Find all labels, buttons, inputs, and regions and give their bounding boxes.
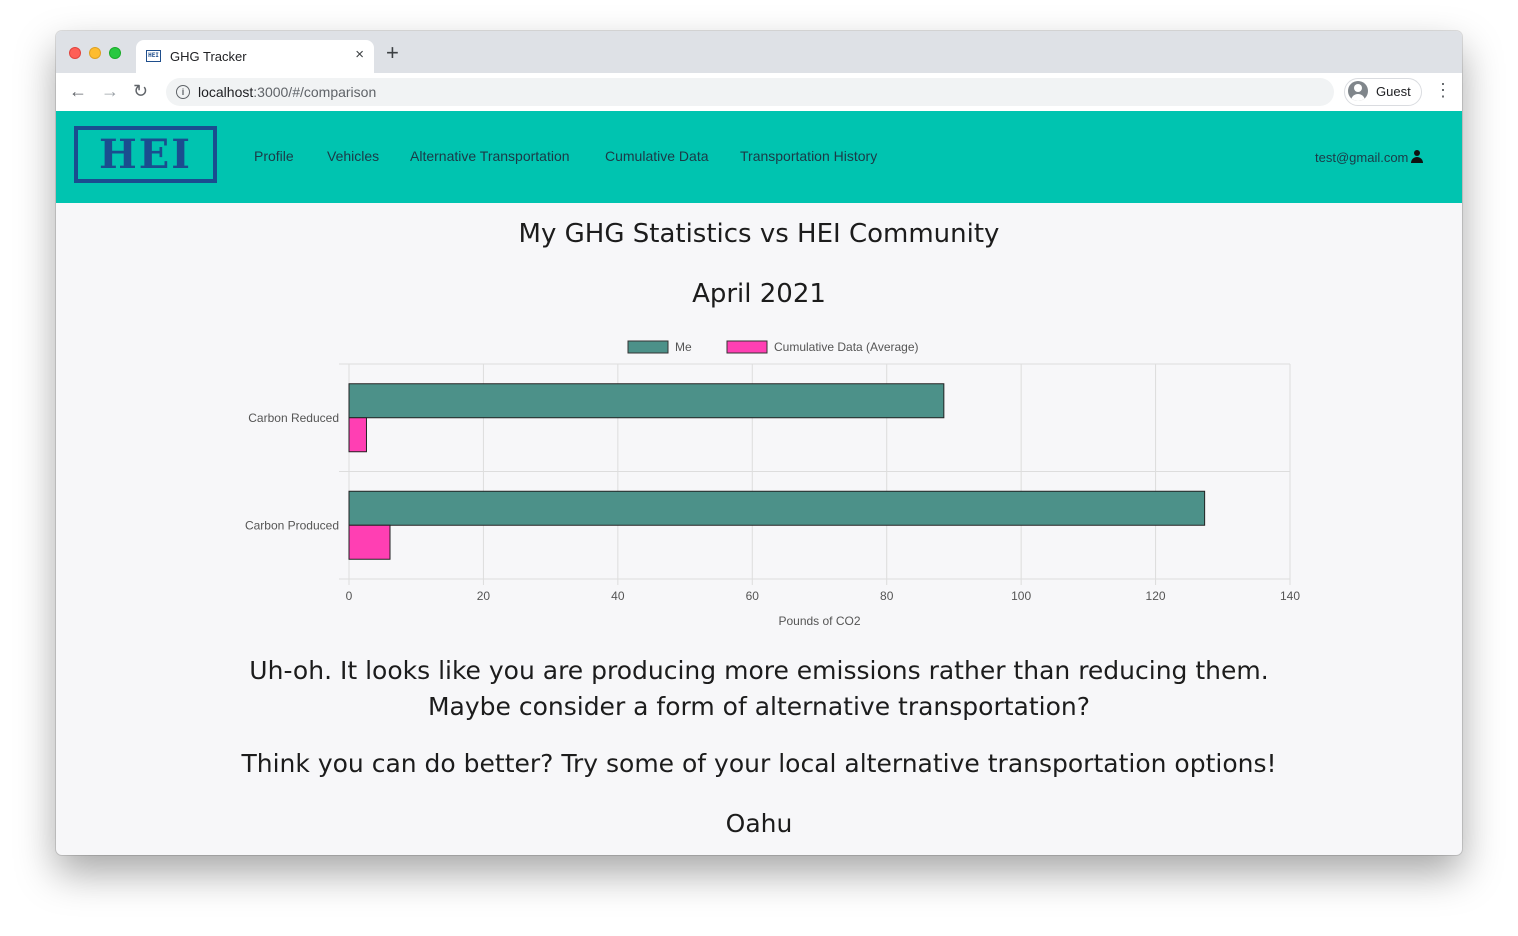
legend-swatch-1 xyxy=(726,340,768,354)
legend-label-0: Me xyxy=(675,340,692,354)
new-tab-button[interactable]: + xyxy=(386,40,399,65)
nav-link-cumulative-data[interactable]: Cumulative Data xyxy=(605,148,709,164)
page-content: My GHG Statistics vs HEI Community April… xyxy=(56,203,1462,855)
x-tick-label: 80 xyxy=(880,589,894,603)
legend-label-1: Cumulative Data (Average) xyxy=(774,340,919,354)
x-tick-label: 140 xyxy=(1280,589,1300,603)
bar-average-1 xyxy=(348,524,391,560)
guest-profile-button[interactable]: Guest xyxy=(1344,78,1422,106)
avatar-icon xyxy=(1348,81,1368,101)
browser-tab[interactable]: HEI GHG Tracker × xyxy=(136,40,374,73)
bar-me-1 xyxy=(348,490,1206,526)
x-tick-label: 40 xyxy=(611,589,625,603)
x-tick-label: 0 xyxy=(346,589,353,603)
nav-link-vehicles[interactable]: Vehicles xyxy=(327,148,380,164)
x-tick-label: 20 xyxy=(477,589,491,603)
nav-link-transportation-history[interactable]: Transportation History xyxy=(740,148,878,164)
bar-me-0 xyxy=(348,383,945,419)
comparison-chart: Me Cumulative Data (Average) 0 20 40 60 80 100 1… xyxy=(226,331,1316,631)
forward-arrow-icon[interactable]: → xyxy=(101,81,119,101)
island-heading: Oahu xyxy=(725,809,793,838)
month-heading: April 2021 xyxy=(692,279,826,309)
x-tick-label: 120 xyxy=(1146,589,1166,603)
address-bar[interactable]: i localhost:3000/#/comparison xyxy=(166,78,1334,106)
tab-strip: HEI GHG Tracker × + xyxy=(56,31,1462,73)
back-arrow-icon[interactable]: ← xyxy=(69,81,87,101)
reload-icon[interactable]: ↻ xyxy=(133,81,149,101)
x-tick-label: 60 xyxy=(746,589,760,603)
minimize-window-button[interactable] xyxy=(89,47,101,59)
close-window-button[interactable] xyxy=(69,47,81,59)
site-navbar: HEI Profile Vehicles Alternative Transpo… xyxy=(56,111,1462,203)
y-category-label: Carbon Produced xyxy=(245,518,339,532)
legend-swatch-0 xyxy=(627,340,669,354)
tab-close-icon[interactable]: × xyxy=(355,46,364,63)
message-line-2: Maybe consider a form of alternative tra… xyxy=(427,692,1091,721)
hei-favicon-icon: HEI xyxy=(146,50,161,62)
browser-menu-icon[interactable]: ⋮ xyxy=(1434,80,1452,100)
info-icon[interactable]: i xyxy=(176,85,190,99)
profile-label: Guest xyxy=(1376,84,1411,99)
emissions-message: Uh-oh. It looks like you are producing m… xyxy=(56,653,1462,725)
x-tick-label: 100 xyxy=(1011,589,1031,603)
user-icon xyxy=(1410,150,1424,163)
nav-link-alternative-transportation[interactable]: Alternative Transportation xyxy=(410,148,570,164)
user-email: test@gmail.com xyxy=(1315,150,1409,165)
hei-logo[interactable]: HEI xyxy=(74,126,217,183)
user-menu[interactable]: test@gmail.com xyxy=(1315,150,1424,165)
logo-text: HEI xyxy=(99,131,192,178)
bar-average-0 xyxy=(348,417,367,453)
x-axis-label: Pounds of CO2 xyxy=(778,614,860,628)
browser-window: HEI GHG Tracker × + ← → ↻ i localhost:30… xyxy=(56,31,1462,855)
url-text[interactable]: localhost:3000/#/comparison xyxy=(198,84,377,100)
tab-title: GHG Tracker xyxy=(170,49,247,64)
chart-svg: Me Cumulative Data (Average) 0 20 40 60 80 100 1… xyxy=(245,340,1300,628)
nav-link-profile[interactable]: Profile xyxy=(254,148,294,164)
page-title: My GHG Statistics vs HEI Community xyxy=(518,219,1000,249)
maximize-window-button[interactable] xyxy=(109,47,121,59)
y-category-label: Carbon Reduced xyxy=(248,411,339,425)
message-line-1: Uh-oh. It looks like you are producing m… xyxy=(249,656,1269,685)
browser-toolbar: ← → ↻ i localhost:3000/#/comparison Gues… xyxy=(56,73,1462,112)
cta-heading: Think you can do better? Try some of you… xyxy=(241,749,1277,778)
